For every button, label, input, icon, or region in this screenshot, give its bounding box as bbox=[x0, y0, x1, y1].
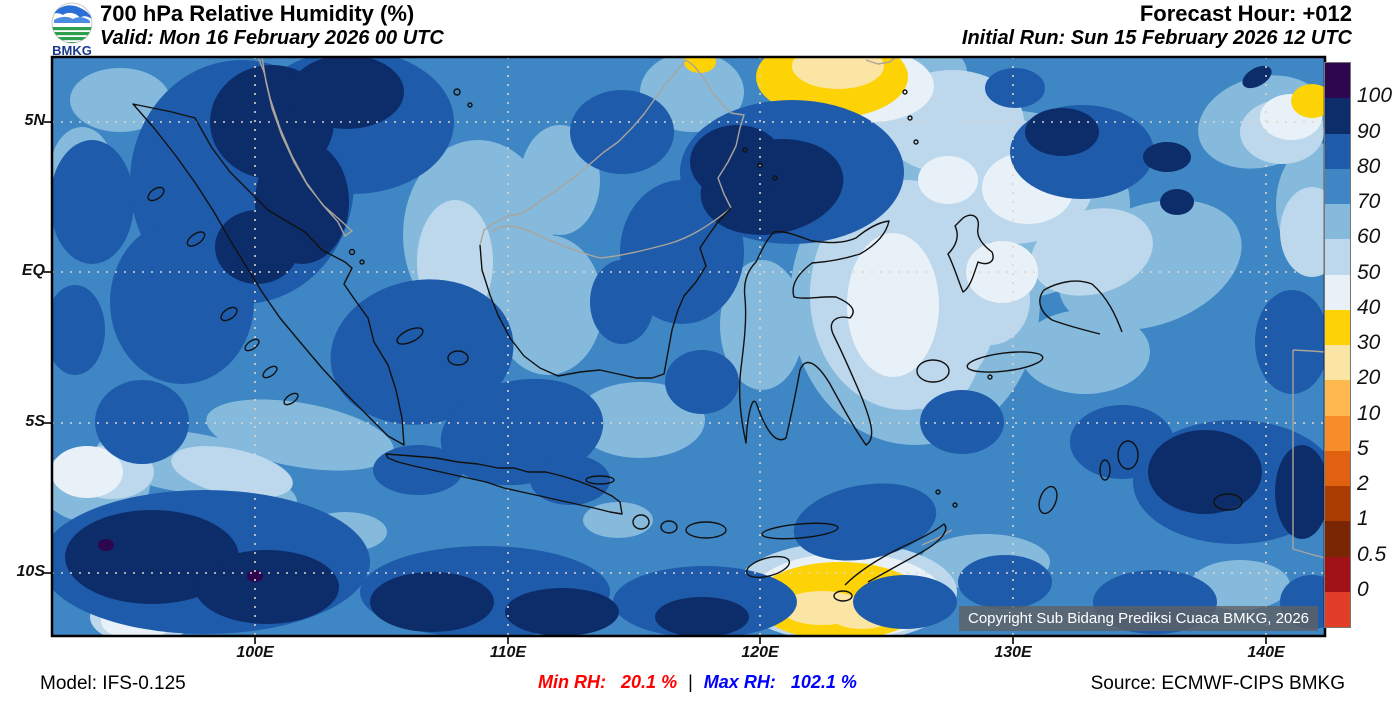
colorbar-band bbox=[1325, 450, 1350, 486]
colorbar-label: 100 bbox=[1357, 84, 1393, 108]
lat-label-eq: EQ bbox=[21, 262, 45, 279]
colorbar-label: 50 bbox=[1357, 260, 1381, 284]
forecast-hour: Forecast Hour: +012 bbox=[1139, 1, 1352, 26]
colorbar-label: 0.5 bbox=[1357, 542, 1387, 566]
coastlines-indonesia bbox=[132, 88, 1243, 602]
lat-label-10s: 10S bbox=[16, 563, 45, 580]
colorbar-band bbox=[1325, 345, 1350, 381]
colorbar-label: 70 bbox=[1357, 190, 1381, 213]
lat-label-5s: 5S bbox=[25, 413, 45, 430]
min-max-rh: Min RH: 20.1 % | Max RH: 102.1 % bbox=[538, 672, 857, 693]
colorbar-label: 1 bbox=[1357, 507, 1369, 531]
colorbar-label: 30 bbox=[1357, 331, 1381, 354]
min-max-separator: | bbox=[688, 672, 693, 692]
colorbar-band bbox=[1325, 239, 1350, 275]
copyright-badge: Copyright Sub Bidang Prediksi Cuaca BMKG… bbox=[958, 606, 1318, 631]
lon-label-110e: 110E bbox=[489, 644, 527, 661]
colorbar-band bbox=[1325, 133, 1350, 169]
colorbar-label: 80 bbox=[1357, 154, 1381, 178]
colorbar-label: 60 bbox=[1357, 225, 1381, 249]
colorbar-label: 40 bbox=[1357, 295, 1381, 319]
lon-label-120e: 120E bbox=[741, 644, 779, 661]
colorbar-band bbox=[1325, 521, 1350, 557]
lon-label-140e: 140E bbox=[1247, 644, 1285, 661]
colorbar-band bbox=[1325, 63, 1350, 99]
initial-run: Initial Run: Sun 15 February 2026 12 UTC bbox=[961, 27, 1352, 49]
colorbar-band bbox=[1325, 204, 1350, 240]
coastlines-foreign bbox=[257, 57, 1325, 559]
colorbar-band bbox=[1325, 486, 1350, 522]
rh-band-90-100 bbox=[65, 57, 1325, 636]
colorbar-label: 5 bbox=[1357, 436, 1369, 460]
colorbar-band bbox=[1325, 556, 1350, 592]
graticule bbox=[52, 57, 1325, 636]
max-rh-value: 102.1 % bbox=[790, 672, 857, 692]
rh-contour-fill bbox=[52, 57, 1325, 636]
lat-label-5n: 5N bbox=[24, 112, 45, 129]
colorbar-band bbox=[1325, 168, 1350, 204]
colorbar-band bbox=[1325, 98, 1350, 134]
colorbar-label: 20 bbox=[1357, 366, 1381, 390]
colorbar-label: 2 bbox=[1357, 472, 1369, 495]
lon-label-130e: 130E bbox=[994, 644, 1032, 661]
colorbar-band bbox=[1325, 591, 1350, 627]
colorbar-label: 10 bbox=[1357, 401, 1381, 425]
colorbar-band bbox=[1325, 415, 1350, 451]
axis-ticks bbox=[44, 121, 1267, 644]
bmkg-logo-text: BMKG bbox=[52, 43, 92, 57]
colorbar-label: 90 bbox=[1357, 119, 1381, 143]
colorbar-label: 0 bbox=[1357, 577, 1369, 601]
colorbar-band bbox=[1325, 380, 1350, 416]
max-rh-label: Max RH: bbox=[703, 672, 776, 692]
min-rh-value: 20.1 % bbox=[621, 672, 678, 692]
bmkg-logo: BMKG bbox=[51, 2, 93, 57]
min-rh-label: Min RH: bbox=[538, 672, 606, 692]
valid-time: Valid: Mon 16 February 2026 00 UTC bbox=[100, 27, 444, 49]
model-label: Model: IFS-0.125 bbox=[40, 673, 186, 694]
source-label: Source: ECMWF-CIPS BMKG bbox=[1090, 673, 1345, 694]
colorbar-band bbox=[1325, 309, 1350, 345]
lon-label-100e: 100E bbox=[236, 644, 274, 661]
page-title: 700 hPa Relative Humidity (%) bbox=[100, 1, 415, 26]
colorbar-band bbox=[1325, 274, 1350, 310]
colorbar bbox=[1324, 62, 1351, 628]
